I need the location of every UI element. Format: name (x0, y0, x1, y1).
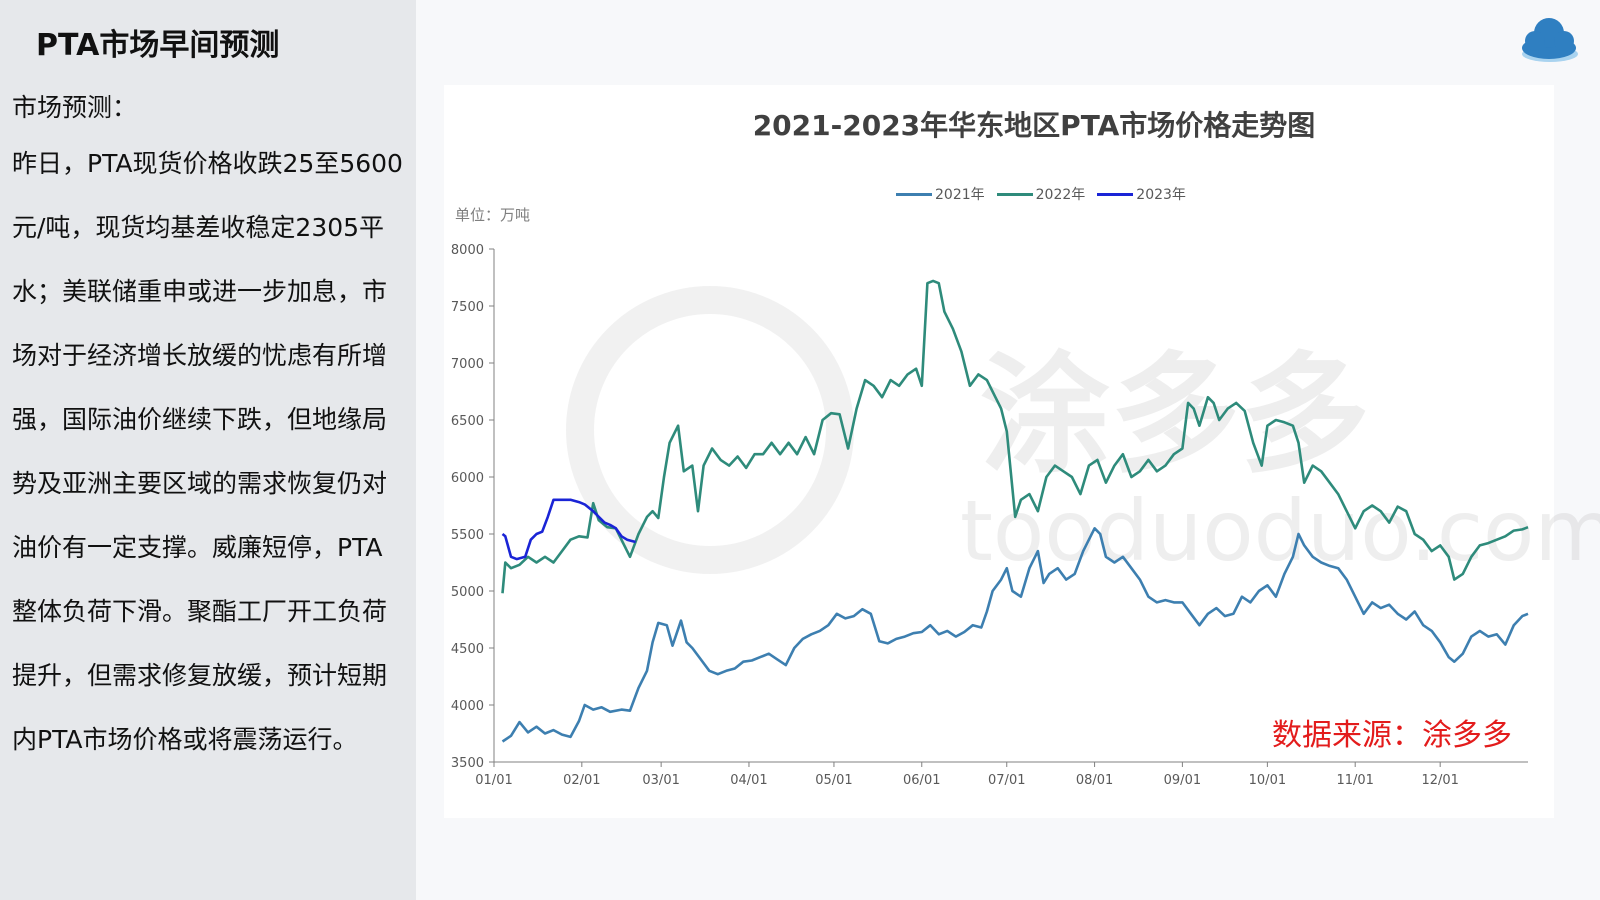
x-tick-label: 10/01 (1249, 773, 1286, 788)
legend-label: 2022年 (1035, 187, 1086, 203)
y-tick-label: 4000 (451, 699, 484, 714)
y-tick-label: 4500 (451, 642, 484, 657)
legend-swatch (996, 192, 1033, 196)
y-tick-label: 6000 (451, 471, 484, 486)
forecast-paragraph: 昨日，PTA现货价格收跌25至5600元/吨，现货均基差收稳定2305平水；美联… (12, 149, 403, 754)
cloud-logo-icon (1522, 18, 1578, 62)
x-tick-label: 08/01 (1076, 773, 1113, 788)
y-tick-label: 7500 (451, 300, 484, 315)
legend-item-2: 2022年 (996, 184, 1086, 204)
x-tick-label: 11/01 (1336, 773, 1373, 788)
y-tick-label: 8000 (451, 243, 484, 258)
x-tick-label: 01/01 (475, 773, 512, 788)
chart-title: 2021-2023年华东地区PTA市场价格走势图 (752, 109, 1316, 142)
chart-axes: 8000 7500 7000 6500 6000 5500 5000 4500 4000 3500… (451, 243, 1528, 788)
watermark: tooduoduo.com 涂多多 (566, 286, 1600, 580)
x-tick-label: 12/01 (1421, 773, 1458, 788)
sidebar-panel (0, 0, 416, 900)
series-line-1 (501, 526, 1529, 743)
legend-swatch (1097, 192, 1134, 196)
source-label: 数据来源：涂多多 (1272, 718, 1512, 753)
x-tick-label: 02/01 (563, 773, 600, 788)
y-tick-label: 5000 (451, 585, 484, 600)
y-tick-label: 7000 (451, 357, 484, 372)
chart-legend: 2021年 2022年 2023年 (896, 184, 1186, 204)
x-tick-label: 03/01 (642, 773, 679, 788)
legend-label: 2021年 (935, 187, 985, 203)
x-tick-label: 06/01 (903, 773, 940, 788)
page-title: PTA市场早间预测 (36, 28, 280, 63)
unit-label: 单位：万吨 (455, 206, 531, 224)
legend-item-3: 2023年 (1097, 184, 1186, 204)
legend-swatch (896, 192, 932, 196)
x-tick-label: 05/01 (815, 773, 852, 788)
series-line-2 (501, 279, 1529, 594)
y-tick-label: 6500 (451, 414, 484, 429)
forecast-subheading: 市场预测： (12, 93, 138, 122)
x-tick-label: 04/01 (730, 773, 767, 788)
legend-label: 2023年 (1136, 187, 1186, 203)
legend-item-1: 2021年 (896, 184, 985, 204)
x-tick-label: 07/01 (988, 773, 1025, 788)
series-line-3 (501, 498, 636, 561)
watermark-url: tooduoduo.com (960, 482, 1600, 580)
x-tick-label: 09/01 (1164, 773, 1201, 788)
watermark-brand: 涂多多 (980, 339, 1370, 491)
series-layer (501, 279, 1529, 743)
y-tick-label: 3500 (451, 756, 484, 771)
chart-panel (444, 85, 1554, 818)
y-tick-label: 5500 (451, 528, 484, 543)
